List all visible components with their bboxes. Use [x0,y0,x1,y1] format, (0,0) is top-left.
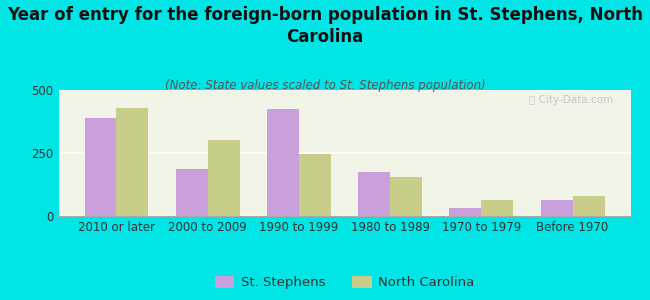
Bar [116,108,148,216]
Bar [358,172,390,216]
Bar [573,196,604,216]
Bar [541,200,573,216]
Bar [267,109,299,216]
Text: (Note: State values scaled to St. Stephens population): (Note: State values scaled to St. Stephe… [164,80,486,92]
Bar [176,169,207,216]
Bar [207,140,240,216]
Bar [299,154,331,216]
Bar [482,200,514,216]
Text: ⓘ City-Data.com: ⓘ City-Data.com [529,95,614,105]
Bar [390,177,422,216]
Bar [449,208,482,216]
Legend: St. Stephens, North Carolina: St. Stephens, North Carolina [209,271,480,295]
Bar [84,118,116,216]
Text: Year of entry for the foreign-born population in St. Stephens, North
Carolina: Year of entry for the foreign-born popul… [7,6,643,46]
